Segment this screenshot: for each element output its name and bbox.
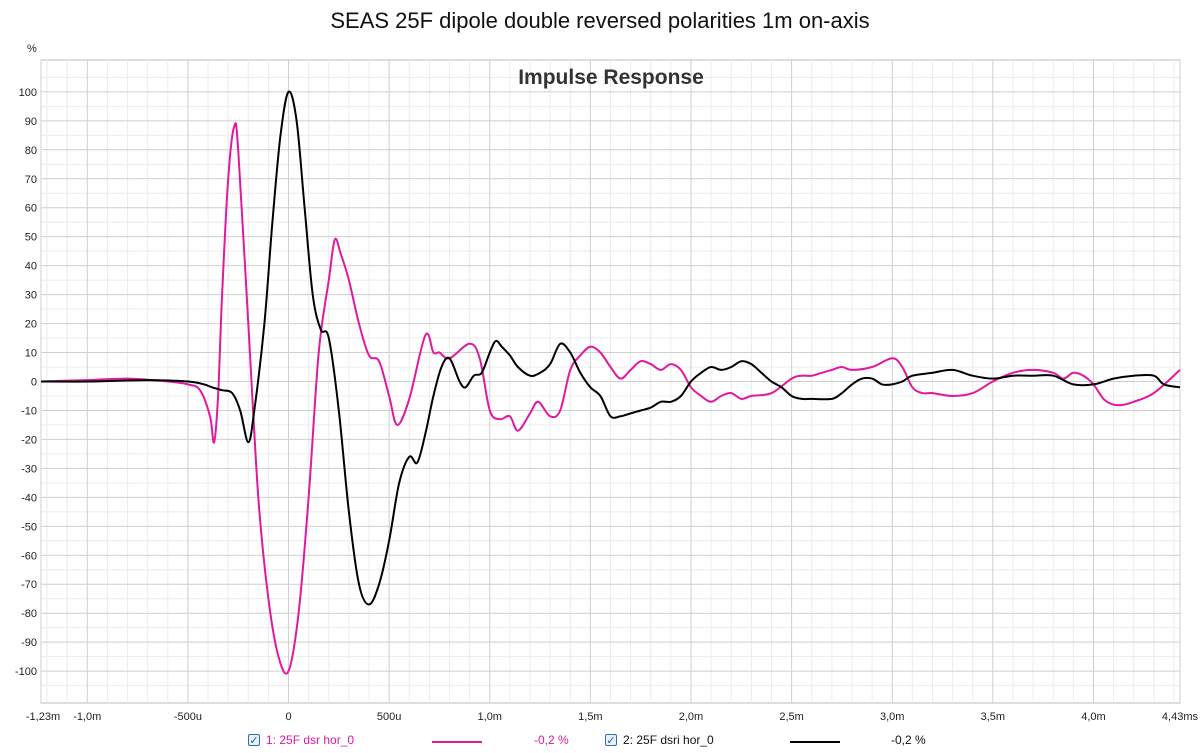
y-tick-label: 90 — [25, 116, 37, 128]
y-tick-label: -90 — [21, 637, 37, 649]
x-tick-label: 2,5m — [779, 711, 803, 723]
series-2-checkbox[interactable]: ✓ — [605, 734, 617, 747]
series-1-swatch — [432, 741, 482, 743]
legend-offset-series-1: -0,2 % — [534, 733, 569, 747]
y-tick-label: -20 — [21, 434, 37, 446]
y-tick-label: -40 — [21, 492, 37, 504]
x-tick-label: -1,0m — [73, 711, 101, 723]
legend-offset-series-2: -0,2 % — [891, 733, 926, 747]
x-tick-label: 0 — [285, 711, 291, 723]
y-tick-label: -50 — [21, 521, 37, 533]
x-tick-label: 3,5m — [981, 711, 1005, 723]
y-axis-tick-labels: 1009080706050403020100-10-20-30-40-50-60… — [15, 87, 37, 678]
x-tick-label: 2,0m — [679, 711, 703, 723]
y-tick-label: -30 — [21, 463, 37, 475]
series-2-swatch — [790, 741, 840, 743]
plot-title: Impulse Response — [518, 66, 704, 89]
y-tick-label: 40 — [25, 261, 37, 273]
grid — [40, 59, 1181, 704]
y-tick-label: 100 — [19, 87, 37, 99]
impulse-response-plot[interactable]: 1009080706050403020100-10-20-30-40-50-60… — [0, 0, 1200, 730]
y-tick-label: 30 — [25, 290, 37, 302]
legend: ✓ 1: 25F dsr hor_0 -0,2 % ✓ 2: 25F dsri … — [0, 733, 1200, 751]
y-tick-label: 80 — [25, 145, 37, 157]
series-2-offset: -0,2 % — [891, 733, 926, 747]
x-tick-label: 1,0m — [478, 711, 502, 723]
y-tick-label: 50 — [25, 232, 37, 244]
chart-title: SEAS 25F dipole double reversed polariti… — [330, 8, 870, 33]
legend-item-series-2: ✓ 2: 25F dsri hor_0 — [605, 733, 714, 747]
y-tick-label: -100 — [15, 666, 37, 678]
y-tick-label: -10 — [21, 405, 37, 417]
y-tick-label: 10 — [25, 348, 37, 360]
series-1-name: 1: 25F dsr hor_0 — [266, 733, 355, 747]
series-line-2 — [40, 90, 1181, 606]
series-line-1 — [40, 122, 1181, 675]
x-axis-tick-labels: -1,23m -1,0m -500u 0 500u 1,0m 1,5m 2,0m 2,5m 3,0… — [26, 711, 1199, 723]
y-tick-label: -80 — [21, 608, 37, 620]
series-1-offset: -0,2 % — [534, 733, 569, 747]
x-tick-label: 3,0m — [880, 711, 904, 723]
x-tick-label: -500u — [174, 711, 202, 723]
y-tick-label: 60 — [25, 203, 37, 215]
x-tick-label: 500u — [377, 711, 401, 723]
x-tick-label: 4,43ms — [1162, 711, 1199, 723]
legend-item-series-1: ✓ 1: 25F dsr hor_0 — [248, 733, 354, 747]
y-tick-label: -70 — [21, 579, 37, 591]
legend-swatch-series-1 — [432, 741, 482, 743]
x-tick-label: 4,0m — [1081, 711, 1105, 723]
y-tick-label: -60 — [21, 550, 37, 562]
legend-swatch-series-2 — [790, 741, 840, 743]
y-tick-label: 20 — [25, 319, 37, 331]
series-lines — [40, 90, 1181, 675]
y-tick-label: 70 — [25, 174, 37, 186]
y-axis-unit: % — [27, 43, 37, 55]
y-tick-label: 0 — [31, 377, 37, 389]
x-tick-label: 1,5m — [578, 711, 602, 723]
series-2-name: 2: 25F dsri hor_0 — [623, 733, 714, 747]
series-1-checkbox[interactable]: ✓ — [248, 734, 260, 747]
x-tick-label: -1,23m — [26, 711, 60, 723]
